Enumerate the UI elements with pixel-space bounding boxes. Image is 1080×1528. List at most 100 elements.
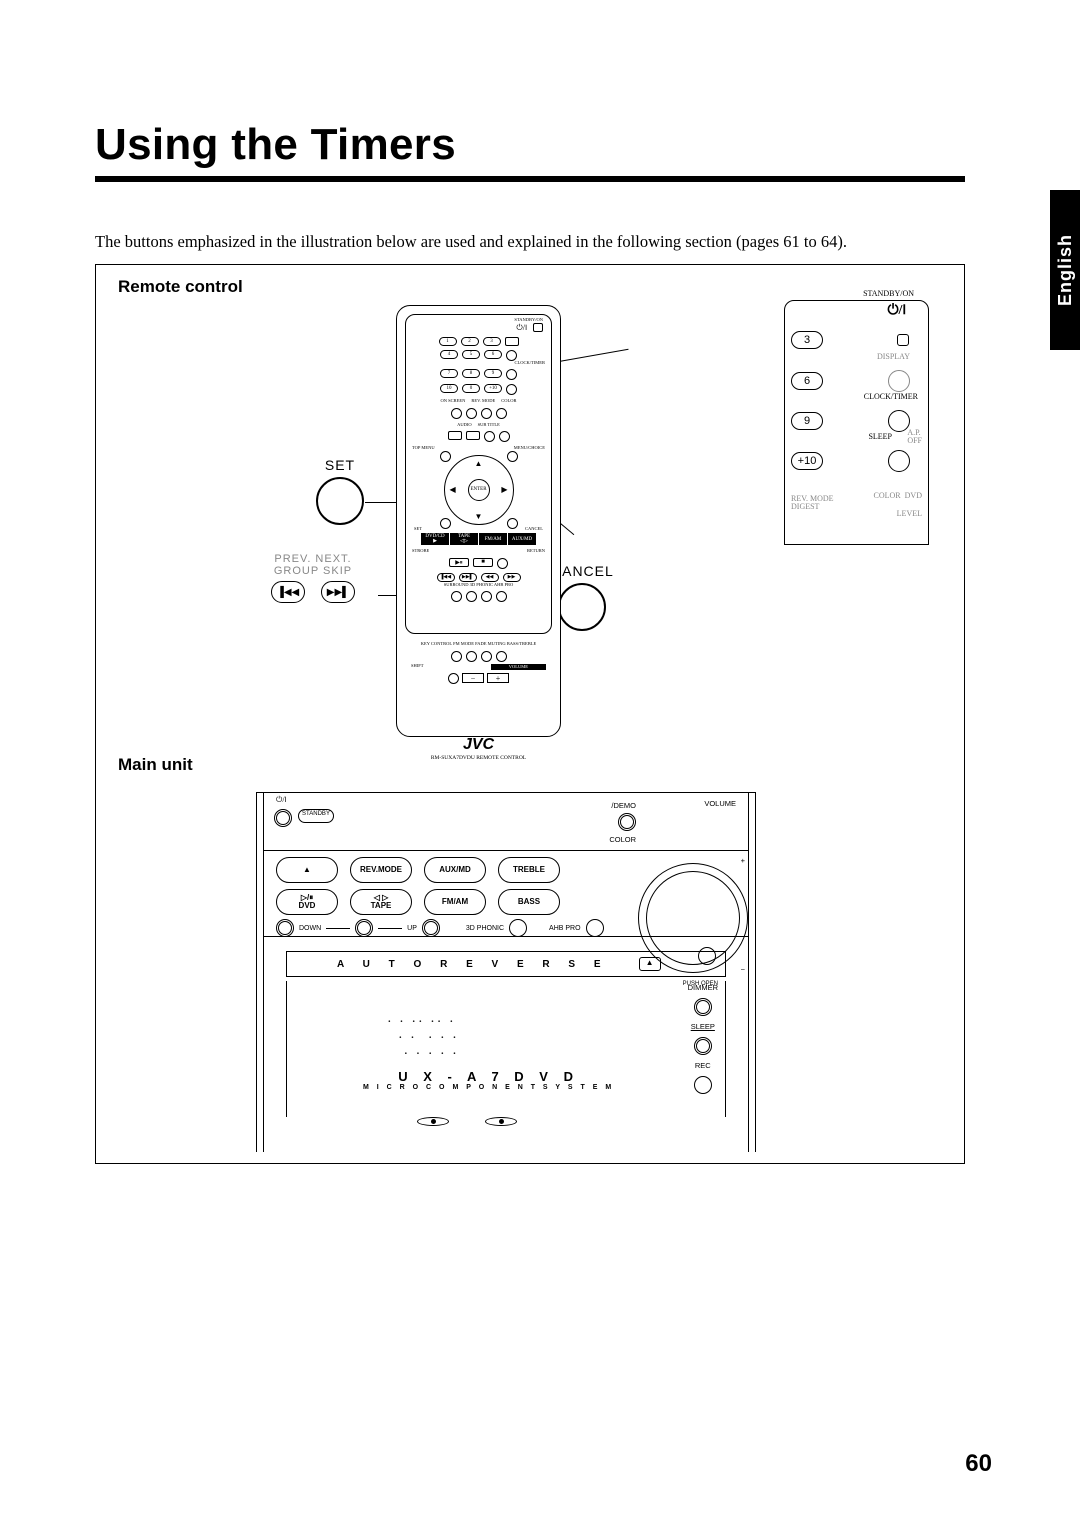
- connector-line: [557, 349, 628, 362]
- r-lbl: COLOR: [501, 399, 516, 404]
- remote-control-heading: Remote control: [118, 277, 243, 297]
- r-sq: [466, 431, 480, 440]
- r-power-button: [533, 323, 543, 332]
- enter-button: ENTER: [468, 479, 490, 501]
- r-standby: STANDBY/ON: [406, 315, 551, 323]
- phonic-btn: [509, 919, 527, 937]
- r-circ: [506, 350, 517, 361]
- rec-btn: [694, 1076, 712, 1094]
- model-label: U X - A 7 D V D: [363, 1069, 614, 1084]
- r-set-lbl: SET: [414, 527, 422, 532]
- ap-off-label: A.P. OFF: [907, 429, 922, 445]
- r-lbl: ON SCREEN: [440, 399, 465, 404]
- r-num: +10: [484, 384, 502, 393]
- up-icon: [422, 919, 440, 937]
- eject-icon: ▲: [639, 957, 661, 971]
- demo-label: /DEMO: [611, 801, 636, 810]
- model-subtitle: M I C R O C O M P O N E N T S Y S T E M: [363, 1084, 614, 1091]
- wave-graphic: · · ·· ·· · · · · · · · · · · ·: [387, 1015, 459, 1063]
- group-skip-callout: PREV. NEXT. GROUP SKIP ▐◀◀ ▶▶▌: [243, 553, 383, 603]
- display-area: · · ·· ·· · · · · · · · · · · · U X - A …: [286, 981, 726, 1117]
- r-lbl: AUDIO: [457, 423, 472, 428]
- revmode-btn: REV.MODE: [350, 857, 412, 883]
- r-num: 5: [462, 350, 480, 359]
- r-circ: [484, 431, 495, 442]
- r-lbl: MENU/CHOICE: [514, 446, 545, 451]
- language-tab: English: [1050, 190, 1080, 350]
- down-icon: [276, 919, 294, 937]
- bottom-oval: [485, 1117, 517, 1126]
- eject-btn: ▲: [276, 857, 338, 883]
- rec-label: REC: [695, 1061, 711, 1070]
- r-circ: [506, 384, 517, 395]
- shift-btn: [448, 673, 459, 684]
- diagram-container: Remote control Main unit SET CANCEL PREV…: [95, 264, 965, 1164]
- color-label: COLOR: [874, 491, 901, 500]
- r-circ: [466, 408, 477, 419]
- standby-on-label: STANDBY/ON: [863, 290, 914, 298]
- r-num: 8: [462, 369, 480, 378]
- set-label: SET: [316, 457, 364, 473]
- power-icon: ⏻/𝖨: [887, 303, 906, 319]
- sleep-btn: [694, 1037, 712, 1055]
- volume-lbl: VOLUME: [491, 664, 546, 671]
- r-lbl: STROBE: [412, 549, 429, 554]
- r-num: 1: [439, 337, 457, 346]
- color-label: COLOR: [609, 835, 636, 844]
- r-num: 3: [483, 337, 501, 346]
- sleep-label: SLEEP: [691, 1022, 715, 1031]
- ahb-label: AHB PRO: [549, 925, 581, 932]
- title-rule: [95, 176, 965, 182]
- r-lbl: TOP MENU: [412, 446, 435, 451]
- sleep-button: [888, 450, 910, 472]
- r-lbl: REV. MODE: [471, 399, 495, 404]
- main-unit-heading: Main unit: [118, 755, 193, 775]
- auto-reverse-display: A U T O R E V E R S E ▲: [286, 951, 726, 977]
- shift-lbl: SHIFT: [411, 664, 424, 671]
- r-circ: [499, 431, 510, 442]
- up-label: UP: [407, 925, 417, 932]
- next-icon: ▶▶▌: [321, 581, 355, 603]
- src-dvd: DVD/CD▶: [421, 533, 449, 545]
- power-icon: ⏻/𝖨: [276, 795, 287, 805]
- bass-btn: BASS: [498, 889, 560, 915]
- src-fmam: FM/AM: [479, 533, 507, 545]
- remote-model: RM-SUXA7DVDU REMOTE CONTROL: [397, 755, 560, 761]
- clock-timer-label: CLOCK/TIMER: [864, 393, 918, 401]
- r-blank: [505, 337, 519, 346]
- r-lbl: SUB TITLE: [478, 423, 500, 428]
- cancel-circle: [558, 583, 606, 631]
- r-sq: [448, 431, 462, 440]
- vol-up: +: [487, 673, 509, 683]
- tape-btn: ◁ ▷TAPE: [350, 889, 412, 915]
- dpad: ENTER ▲ ▼ ◀ ▶: [444, 455, 514, 525]
- page-number: 60: [965, 1450, 992, 1478]
- num-3-button: 3: [791, 331, 823, 349]
- r-num: 7: [440, 369, 458, 378]
- dvd-level-label: DVD LEVEL: [897, 491, 922, 518]
- prev-icon: ▐◀◀: [271, 581, 305, 603]
- r-row-a: SURROUND 3D PHONIC AHB PRO: [406, 583, 551, 588]
- num-6-button: 6: [791, 372, 823, 390]
- main-unit-diagram: ⏻/𝖨 STANDBY /DEMO COLOR VOLUME + − ▲: [256, 792, 756, 1152]
- remote-enlarged-panel: STANDBY/ON ⏻/𝖨 3 DISPLAY 6 CLOCK/TIMER 9…: [784, 300, 929, 545]
- side-btn: [698, 947, 716, 965]
- r-num: 9: [484, 369, 502, 378]
- ahb-btn: [586, 919, 604, 937]
- treble-btn: TREBLE: [498, 857, 560, 883]
- group-skip-label: GROUP SKIP: [243, 565, 383, 577]
- phonic-label: 3D PHONIC: [466, 925, 504, 932]
- display-label: DISPLAY: [877, 353, 910, 361]
- auxmd-btn: AUX/MD: [424, 857, 486, 883]
- r-lbl: RETURN: [527, 549, 545, 554]
- set-circle: [316, 477, 364, 525]
- r-num: 4: [440, 350, 458, 359]
- display-button: [888, 370, 910, 392]
- r-num: 0: [462, 384, 480, 393]
- volume-label: VOLUME: [704, 799, 736, 808]
- dimmer-btn: [694, 998, 712, 1016]
- r-circ: [497, 558, 508, 569]
- power-button-icon: [274, 809, 292, 827]
- src-tape: TAPE◁▷: [450, 533, 478, 545]
- remote-control-diagram: STANDBY/ON ⏻/𝖨 123 456 CLOCK/TIMER 789 1…: [396, 305, 561, 737]
